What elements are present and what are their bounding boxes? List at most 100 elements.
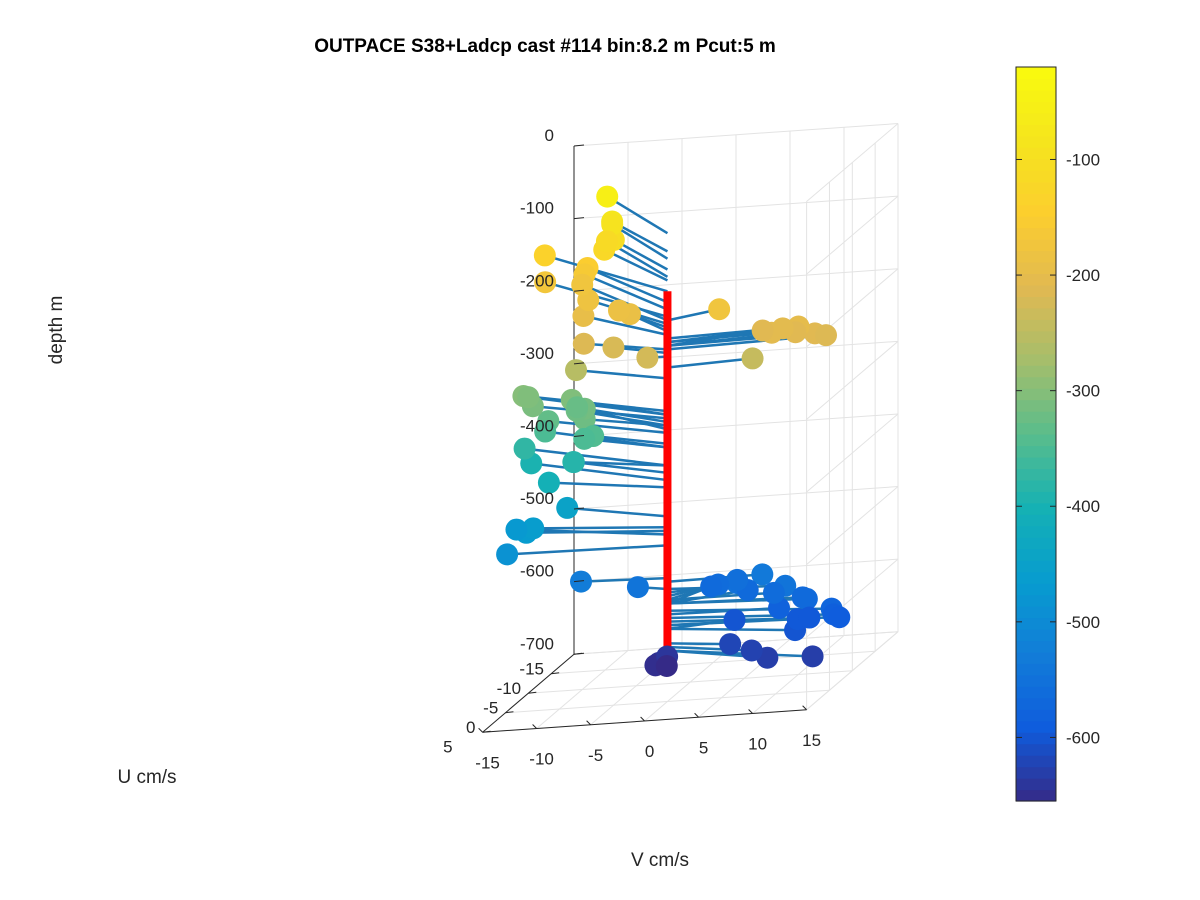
data-point <box>565 359 588 382</box>
grid-line-back-z <box>573 340 899 365</box>
velocity-stem <box>603 248 668 282</box>
y-tick-label: -10 <box>497 679 522 698</box>
velocity-stem <box>584 407 668 424</box>
data-point <box>534 420 557 443</box>
colorbar-segment <box>1016 743 1056 756</box>
colorbar-segment <box>1016 227 1056 240</box>
colorbar-segment <box>1016 697 1056 710</box>
colorbar-segment <box>1016 365 1056 378</box>
data-point <box>655 655 678 678</box>
y-tick-label: -15 <box>519 659 544 678</box>
x-tick-mark <box>478 727 483 733</box>
data-point <box>741 347 764 370</box>
y-tick-mark <box>573 652 583 655</box>
colorbar-tick-label: -400 <box>1066 497 1100 516</box>
grid-line-side-z <box>806 486 899 565</box>
colorbar-segment <box>1016 193 1056 206</box>
velocity-stem <box>531 462 668 482</box>
colorbar-segment <box>1016 720 1056 733</box>
y-tick-mark <box>505 711 514 714</box>
y-axis-label: U cm/s <box>117 767 176 788</box>
colorbar-segment <box>1016 674 1056 687</box>
grid-line-back-z <box>573 195 899 220</box>
data-point <box>801 645 824 668</box>
colorbar-segment <box>1016 284 1056 297</box>
grid-line-floor-u <box>528 670 853 694</box>
colorbar-segment <box>1016 560 1056 573</box>
colorbar: -100 -200 -300 -400 -500 -600 <box>1015 66 1100 802</box>
data-point <box>513 437 536 460</box>
data-point <box>601 213 624 236</box>
x-tick-label: 15 <box>802 731 821 750</box>
colorbar-segment <box>1016 101 1056 114</box>
colorbar-tick-label: -100 <box>1066 150 1100 169</box>
data-point <box>762 581 785 604</box>
colorbar-segment <box>1016 319 1056 332</box>
colorbar-segment <box>1016 250 1056 263</box>
data-point <box>719 633 742 656</box>
colorbar-tick-label: -200 <box>1066 266 1100 285</box>
colorbar-segment <box>1016 422 1056 435</box>
data-point <box>596 185 619 208</box>
velocity-stem <box>544 254 668 293</box>
colorbar-tick-label: -600 <box>1066 728 1100 747</box>
z-tick-mark <box>573 217 585 220</box>
grid-line-side-z <box>806 123 899 202</box>
velocity-stem <box>667 357 753 369</box>
colorbar-segment <box>1016 147 1056 160</box>
x-tick-mark <box>640 716 645 722</box>
colorbar-segment <box>1016 445 1056 458</box>
data-point <box>791 586 814 609</box>
data-point <box>636 346 659 369</box>
z-tick-label: -100 <box>520 199 554 218</box>
z-tick-label: -400 <box>520 416 554 435</box>
colorbar-segment <box>1016 89 1056 103</box>
data-point <box>522 517 545 540</box>
colorbar-segment <box>1016 170 1056 183</box>
colorbar-frame <box>1015 66 1057 802</box>
grid-line-back-z <box>573 268 899 292</box>
x-tick-mark <box>694 712 699 718</box>
x-tick-mark <box>802 705 807 711</box>
colorbar-segment <box>1016 307 1056 320</box>
colorbar-segment <box>1016 216 1056 229</box>
colorbar-segment <box>1016 67 1056 80</box>
colorbar-segment <box>1016 789 1056 802</box>
colorbar-segment <box>1016 663 1056 676</box>
colorbar-segment <box>1016 261 1056 275</box>
data-point <box>740 639 763 662</box>
grid-line-back-z <box>573 486 899 510</box>
chart-title: OUTPACE S38+Ladcp cast #114 bin:8.2 m Pc… <box>314 36 776 57</box>
z-tick-label: -700 <box>520 634 554 653</box>
velocity-stem <box>533 526 668 530</box>
data-point <box>723 608 746 631</box>
data-point <box>496 543 519 566</box>
grid-line-side-z <box>806 558 899 638</box>
data-points <box>496 185 851 678</box>
x-tick-mark <box>532 724 537 729</box>
velocity-stem <box>548 481 668 489</box>
data-point <box>771 317 794 340</box>
grid-line-side-z <box>806 413 899 493</box>
colorbar-segment <box>1016 239 1056 252</box>
colorbar-segment <box>1016 514 1056 527</box>
data-point <box>573 427 596 450</box>
colorbar-segment <box>1016 628 1056 642</box>
z-tick-mark <box>573 507 585 510</box>
data-point <box>566 396 589 419</box>
colorbar-segment <box>1016 583 1056 596</box>
colorbar-segment <box>1016 434 1056 447</box>
colorbar-segment <box>1016 502 1056 515</box>
data-point <box>828 606 851 629</box>
colorbar-segment <box>1016 766 1056 779</box>
velocity-stem <box>593 434 668 446</box>
grid-lines <box>482 123 899 733</box>
colorbar-segment <box>1016 353 1056 366</box>
colorbar-segment <box>1016 399 1056 412</box>
y-tick-label: -5 <box>483 698 498 717</box>
colorbar-segment <box>1016 651 1056 664</box>
colorbar-segment <box>1016 296 1056 309</box>
z-tick-mark <box>573 362 585 365</box>
colorbar-segment <box>1016 376 1056 389</box>
